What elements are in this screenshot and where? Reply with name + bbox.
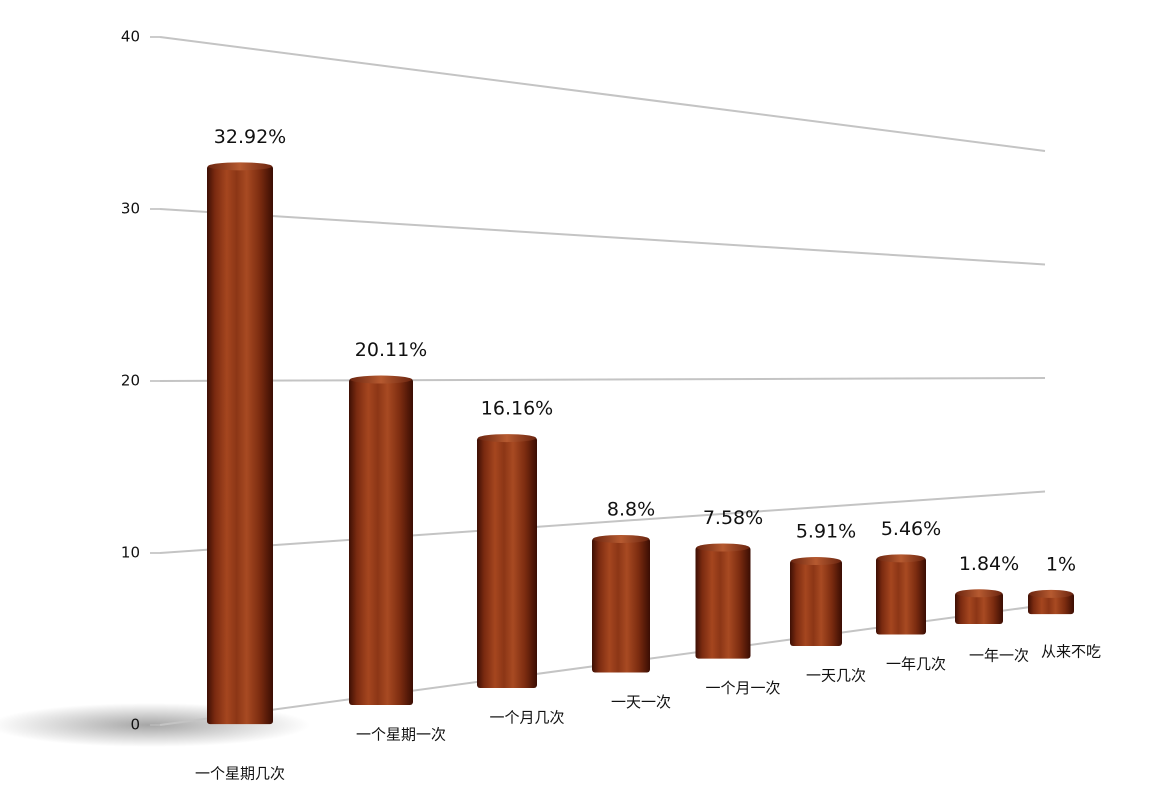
x-tick-label: 一个星期一次	[356, 726, 446, 744]
bar-top	[350, 375, 412, 384]
bar	[349, 378, 413, 706]
x-tick-label: 一年几次	[886, 655, 946, 673]
bar-top	[956, 589, 1002, 598]
bar-top	[877, 554, 925, 563]
bar-top	[791, 557, 841, 566]
x-tick-label: 一年一次	[969, 646, 1029, 664]
x-tick-label: 一个月几次	[489, 708, 564, 726]
x-tick-label: 一个月一次	[705, 679, 780, 697]
y-tick-label: 20	[121, 372, 140, 390]
grid-line	[159, 208, 1046, 266]
bar	[955, 592, 1003, 624]
y-tick-label: 30	[121, 200, 140, 218]
x-tick-label: 从来不吃	[1041, 643, 1101, 661]
value-label: 8.8%	[607, 498, 655, 520]
value-label: 5.46%	[881, 518, 941, 540]
x-tick-label: 一天一次	[611, 693, 671, 711]
y-tick-label: 10	[121, 544, 140, 562]
bar	[790, 560, 842, 647]
bar-top	[593, 534, 649, 543]
bar	[1028, 592, 1074, 615]
value-label: 7.58%	[703, 507, 763, 529]
y-tick-label: 0	[130, 716, 140, 734]
bar	[477, 437, 537, 688]
value-label: 1.84%	[959, 553, 1019, 575]
x-tick-label: 一个星期几次	[195, 765, 285, 783]
x-tick-label: 一天几次	[806, 667, 866, 685]
grid-line	[159, 490, 1046, 554]
y-tick-label: 40	[121, 28, 140, 46]
value-label: 1%	[1046, 553, 1076, 575]
bar-top	[1029, 589, 1073, 598]
value-label: 5.91%	[796, 521, 856, 543]
bar	[592, 537, 650, 673]
bar	[876, 557, 926, 635]
grid-line	[159, 377, 1046, 382]
bar-top	[696, 543, 750, 552]
value-label: 16.16%	[481, 398, 553, 420]
bar-top	[478, 434, 536, 443]
value-label: 32.92%	[214, 126, 286, 148]
bar	[695, 546, 751, 659]
value-label: 20.11%	[355, 339, 427, 361]
grid-line	[159, 36, 1046, 152]
bar	[207, 165, 273, 725]
bar-top	[208, 162, 272, 171]
